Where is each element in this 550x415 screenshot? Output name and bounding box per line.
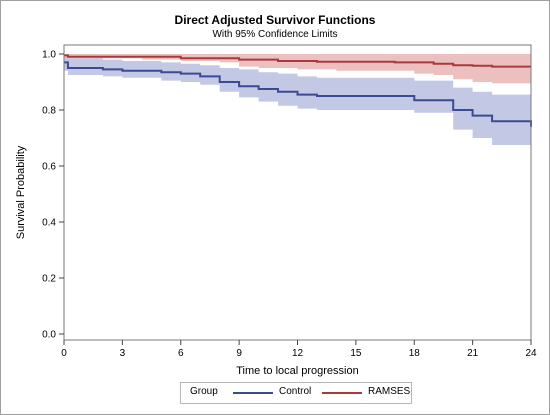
y-tick-label: 1.0 — [42, 50, 56, 61]
x-tick-label: 9 — [236, 348, 242, 359]
y-axis-label: Survival Probability — [15, 145, 27, 239]
y-tick-label: 0.0 — [42, 330, 56, 341]
x-tick-label: 3 — [120, 348, 126, 359]
x-axis-label: Time to local progression — [236, 365, 358, 377]
legend-swatch-control — [233, 392, 273, 394]
x-tick-label: 0 — [61, 348, 67, 359]
chart-title: Direct Adjusted Survivor Functions — [174, 13, 376, 27]
legend: Group Control RAMSES — [180, 382, 412, 404]
x-tick-label: 15 — [350, 348, 362, 359]
survival-line-ramses — [64, 54, 531, 68]
x-tick-label: 18 — [409, 348, 421, 359]
legend-title: Group — [190, 386, 218, 397]
y-tick-label: 0.6 — [42, 162, 56, 173]
y-tick-label: 0.4 — [42, 218, 56, 229]
y-tick-label: 0.8 — [42, 106, 56, 117]
legend-label-control: Control — [279, 386, 312, 397]
x-tick-label: 21 — [467, 348, 479, 359]
legend-swatch-ramses — [322, 392, 362, 394]
chart-subtitle: With 95% Confidence Limits — [212, 29, 338, 40]
survival-line-control — [64, 61, 532, 127]
legend-label-ramses: RAMSES — [368, 386, 411, 397]
x-tick-label: 6 — [178, 348, 184, 359]
y-tick-label: 0.2 — [42, 274, 56, 285]
confidence-band-control — [64, 56, 531, 154]
x-tick-label: 12 — [292, 348, 304, 359]
x-tick-label: 24 — [525, 348, 537, 359]
